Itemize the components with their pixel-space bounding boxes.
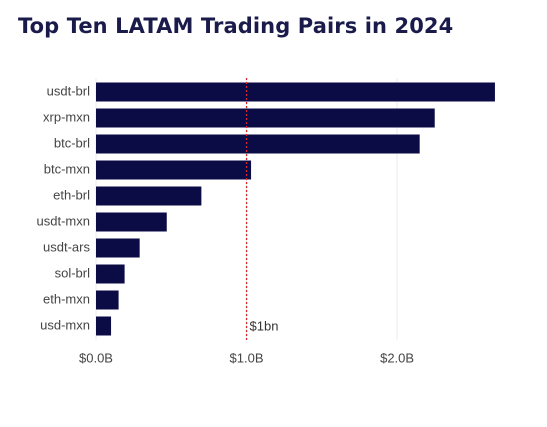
category-label: btc-mxn bbox=[44, 161, 90, 176]
bar-sol-brl bbox=[96, 264, 125, 284]
bar-eth-brl bbox=[96, 186, 202, 206]
bar-usdt-brl bbox=[96, 82, 495, 102]
reference-line-label: $1bn bbox=[250, 318, 279, 333]
bar-usdt-mxn bbox=[96, 212, 167, 232]
category-label: eth-brl bbox=[53, 187, 90, 202]
chart-title: Top Ten LATAM Trading Pairs in 2024 bbox=[18, 14, 454, 38]
bar-xrp-mxn bbox=[96, 108, 435, 128]
category-label: btc-brl bbox=[54, 135, 90, 150]
bar-usd-mxn bbox=[96, 316, 112, 336]
bar-layer bbox=[96, 82, 495, 336]
x-tick-label: $0.0B bbox=[79, 350, 113, 365]
category-label: eth-mxn bbox=[43, 291, 90, 306]
category-label: xrp-mxn bbox=[43, 109, 90, 124]
category-label: sol-brl bbox=[55, 265, 91, 280]
bar-btc-mxn bbox=[96, 160, 252, 180]
category-label: usd-mxn bbox=[40, 317, 90, 332]
label-layer: $0.0B $1.0B $2.0B usdt-brl xrp-mxn btc-brl btc… bbox=[37, 83, 415, 365]
x-tick-label: $1.0B bbox=[230, 350, 264, 365]
category-label: usdt-brl bbox=[47, 83, 90, 98]
bar-btc-brl bbox=[96, 134, 420, 154]
bar-eth-mxn bbox=[96, 290, 119, 310]
category-label: usdt-mxn bbox=[37, 213, 90, 228]
x-tick-label: $2.0B bbox=[380, 350, 414, 365]
category-label: usdt-ars bbox=[43, 239, 90, 254]
bar-usdt-ars bbox=[96, 238, 140, 258]
